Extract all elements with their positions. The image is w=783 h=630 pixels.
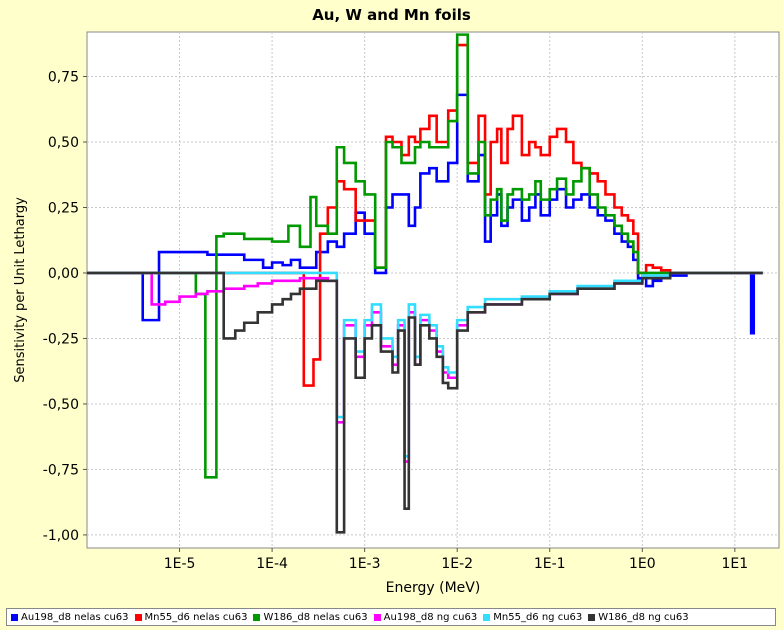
series-line-3 [87,33,763,479]
y-tick-label: 0,50 [48,135,79,151]
y-tick-label: -0,25 [43,331,79,347]
x-tick-label: 1E-2 [441,556,473,572]
legend-label: Mn55_d6 ng cu63 [493,611,583,623]
legend-item: Au198_d8 nelas cu63 [11,612,129,623]
x-axis-label: Energy (MeV) [386,580,481,596]
y-tick-label: 0,00 [48,266,79,282]
legend-item: W186_d8 ng cu63 [588,611,689,623]
legend-label: Au198_d8 nelas cu63 [21,611,129,623]
plot-background [86,31,780,549]
legend-label: Au198_d8 ng cu63 [383,611,478,623]
x-tick-label: 1E1 [722,556,749,572]
legend-item: Mn55_d6 ng cu63 [483,612,582,623]
legend-item: W186_d8 nelas cu63 [253,611,368,623]
y-tick-label: 0,25 [48,200,79,216]
x-tick-label: 1E-3 [349,556,381,572]
legend-item: Mn55_d6 nelas cu63 [134,611,248,623]
legend-swatch [11,613,18,621]
y-tick-label: -0,50 [43,397,79,413]
legend: Au198_d8 nelas cu63 Mn55_d6 nelas cu63 W18… [6,608,776,626]
series-line-5 [87,271,763,458]
legend-swatch [588,613,596,621]
x-tick-label: 1E-5 [164,556,196,572]
y-tick-label: 0,75 [48,70,79,86]
y-tick-label: -0,75 [43,462,79,478]
legend-label: W186_d8 ng cu63 [598,611,689,623]
legend-swatch [134,613,142,621]
series-line-1 [87,93,763,335]
legend-swatch [373,613,381,621]
series-line-2 [87,43,763,387]
series-line-6 [87,271,763,534]
x-tick-label: 1E-4 [256,556,288,572]
x-tick-label: 1E-1 [534,556,566,572]
y-tick-label: -1,00 [43,528,79,544]
x-tick-label: 1E0 [629,556,656,572]
legend-label: W186_d8 nelas cu63 [263,611,368,623]
chart-title: Au, W and Mn foils [312,6,471,24]
legend-swatch [483,613,491,621]
legend-label: Mn55_d6 nelas cu63 [144,611,248,623]
legend-swatch [253,613,261,621]
legend-item: Au198_d8 ng cu63 [373,611,478,623]
y-axis-label: Sensitivity per Unit Lethargy [13,197,28,383]
